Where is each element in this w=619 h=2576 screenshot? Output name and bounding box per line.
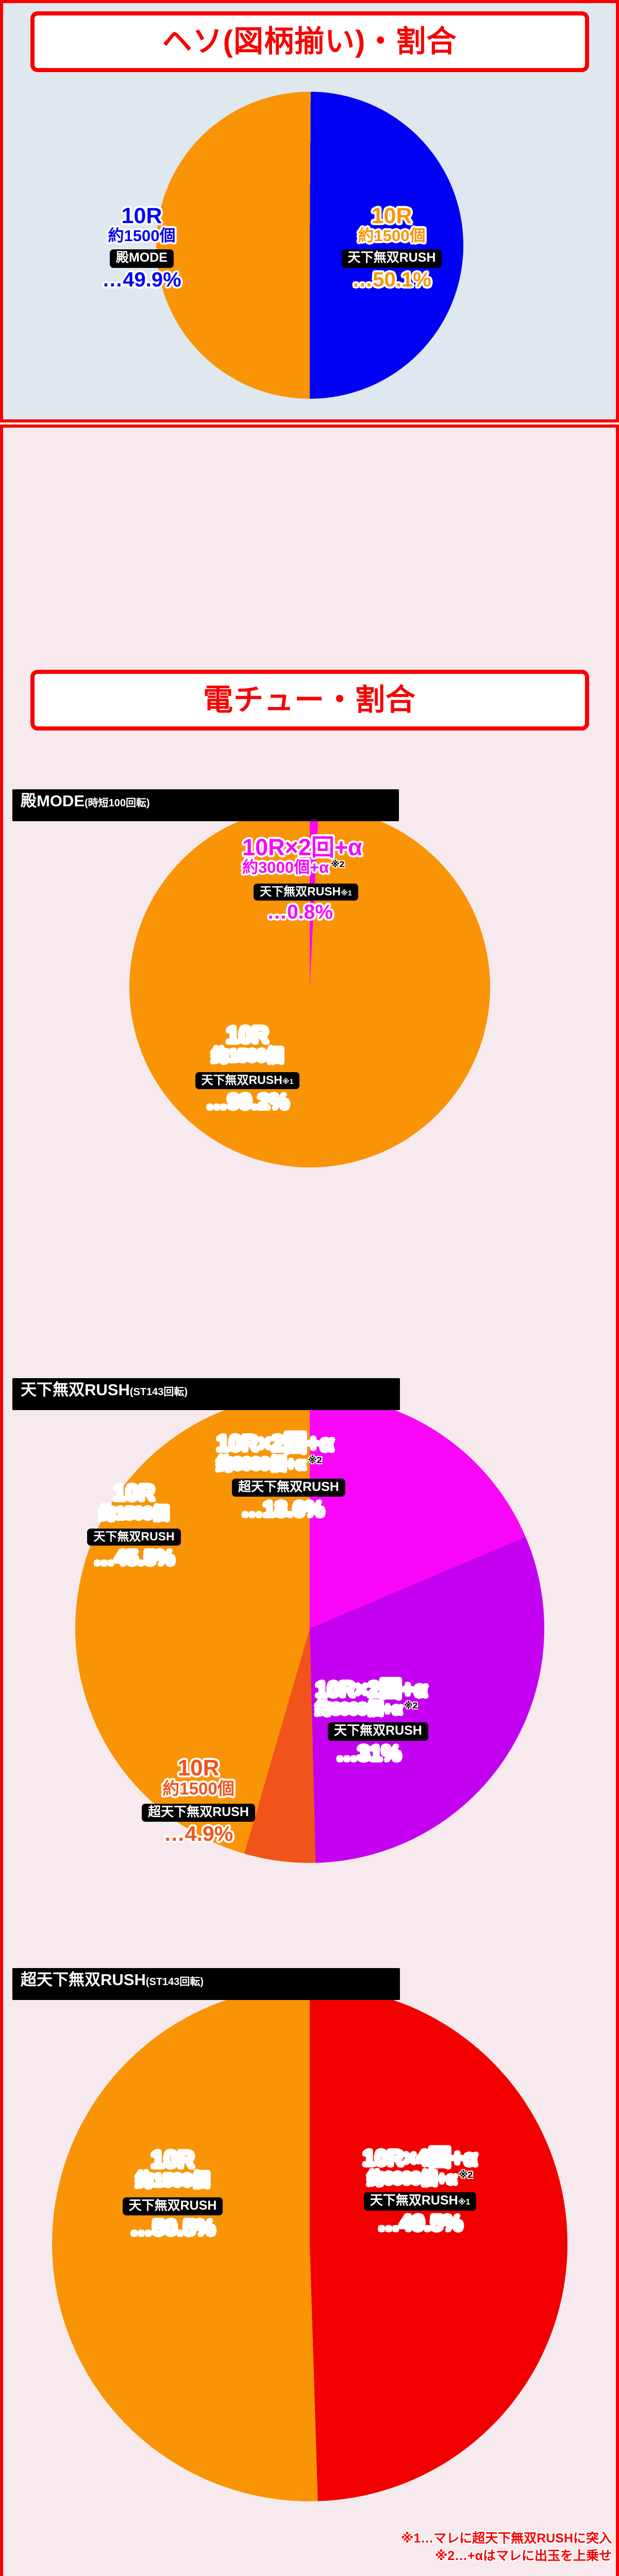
footnote-ref-1: ※1	[341, 889, 352, 897]
heso-badge-rush: 天下無双RUSH	[341, 249, 442, 268]
footnote-ref-2b: ※2	[308, 1455, 322, 1466]
footnote-ref-1b: ※1	[282, 1077, 294, 1086]
footnote-note-1: ※1…マレに超天下無双RUSHに突入	[400, 2531, 612, 2546]
cho-tenka-rush-pie-circle	[52, 1986, 567, 2501]
tenka-rush-slice-label-31: 10R×2回+α 約3000個+α ※2 天下無双RUSH …31%	[315, 1677, 428, 1765]
tono-mode-slice-label-99-2: 10R 約1500個 天下無双RUSH ※1 …99.2%	[170, 1023, 325, 1113]
tenka-rush-pie-chart	[75, 1394, 544, 1863]
tenka-rush-slice-label-4-9: 10R 約1500個 超天下無双RUSH …4.9%	[111, 1756, 286, 1845]
heso-slice-label-rush: 10R 約1500個 天下無双RUSH …50.1%	[314, 205, 469, 291]
chip-tenka-rush: 天下無双RUSH (ST143回転)	[12, 1378, 400, 1410]
section-title-heso: ヘソ(図柄揃い)・割合	[30, 11, 589, 72]
heso-pie-chart	[156, 92, 463, 399]
section-title-denchu-text: 電チュー・割合	[203, 683, 416, 717]
cho-tenka-rush-slice-label-49-5: 10R×4回+α 約6000個+α ※2 天下無双RUSH ※1 …49.5%	[362, 2146, 478, 2235]
heso-pie-circle	[156, 92, 463, 399]
section-title-heso-text: ヘソ(図柄揃い)・割合	[162, 25, 457, 58]
heso-badge-tono: 殿MODE	[109, 249, 174, 268]
section-title-denchu: 電チュー・割合	[30, 670, 589, 731]
tenka-rush-slice-label-45-5: 10R 約1500個 天下無双RUSH …45.5%	[57, 1481, 211, 1569]
tono-mode-badge-0-8: 天下無双RUSH ※1	[254, 883, 358, 901]
heso-slice-label-tono: 10R 約1500個 殿MODE …49.9%	[102, 204, 181, 291]
footnote-ref-2: ※2	[331, 859, 345, 869]
footnote-ref-2c: ※2	[404, 1700, 418, 1710]
tono-mode-slice-label-0-8: 10R×2回+α 約3000個+α ※2 天下無双RUSH ※1 …0.8%	[242, 834, 362, 923]
cho-tenka-rush-slice-label-50-5: 10R 約1500個 天下無双RUSH …50.5%	[93, 2147, 253, 2240]
footnote-ref-1c: ※1	[458, 2198, 471, 2207]
chip-tono-mode: 殿MODE (時短100回転)	[12, 789, 399, 821]
tono-mode-pie-circle	[129, 807, 490, 1167]
tono-mode-badge-99-2: 天下無双RUSH ※1	[195, 1072, 300, 1089]
cho-tenka-rush-badge-49-5: 天下無双RUSH ※1	[363, 2192, 477, 2211]
cho-tenka-rush-pie-chart	[52, 1986, 567, 2501]
tenka-rush-pie-circle	[75, 1394, 544, 1863]
chip-cho-tenka-rush: 超天下無双RUSH (ST143回転)	[12, 1968, 400, 2000]
tenka-rush-badge-18-6: 超天下無双RUSH	[232, 1478, 345, 1497]
footnote-note-2: ※2…+αはマレに出玉を上乗せ	[434, 2549, 612, 2563]
tenka-rush-badge-4-9: 超天下無双RUSH	[142, 1803, 255, 1822]
tenka-rush-badge-45-5: 天下無双RUSH	[87, 1528, 181, 1546]
footnote-ref-2d: ※2	[459, 2170, 473, 2180]
cho-tenka-rush-badge-50-5: 天下無双RUSH	[122, 2197, 223, 2216]
tono-mode-pie-chart	[129, 807, 490, 1167]
tenka-rush-badge-31: 天下無双RUSH	[328, 1722, 428, 1741]
tenka-rush-slice-label-18-6: 10R×2回+α 約3000個+α ※2 超天下無双RUSH …18.6%	[216, 1432, 448, 1520]
